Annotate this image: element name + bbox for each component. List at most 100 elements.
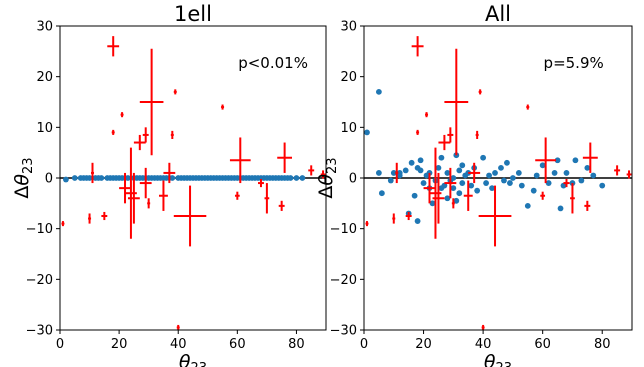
- data-point: [489, 185, 495, 192]
- x-tick-label: 20: [415, 337, 432, 352]
- data-point: [530, 187, 537, 194]
- data-point: [515, 170, 522, 176]
- error-cross: [432, 172, 445, 224]
- data-point: [293, 175, 300, 181]
- error-cross: [173, 89, 177, 95]
- error-cross: [444, 167, 457, 199]
- data-point: [554, 157, 561, 164]
- data-point: [572, 157, 579, 164]
- x-tick-label: 0: [56, 337, 64, 352]
- data-point: [299, 175, 306, 181]
- data-point: [560, 182, 567, 189]
- error-cross: [176, 324, 180, 330]
- error-cross: [563, 179, 570, 188]
- x-tick-label: 20: [111, 337, 128, 352]
- data-point: [63, 176, 69, 183]
- error-cross: [101, 211, 108, 221]
- error-cross: [147, 198, 151, 209]
- data-point: [98, 175, 105, 181]
- data-point: [375, 170, 382, 176]
- y-tick-label: 20: [340, 70, 357, 85]
- data-point: [498, 164, 504, 171]
- chart-title: 1ell: [174, 2, 212, 26]
- y-tick-label: −20: [26, 273, 53, 288]
- error-cross: [159, 180, 168, 211]
- error-cross: [221, 104, 225, 110]
- error-cross: [170, 130, 174, 139]
- error-cross: [127, 172, 140, 224]
- data-point: [459, 180, 466, 186]
- error-cross: [88, 213, 92, 224]
- y-tick-label: 0: [349, 172, 357, 187]
- data-point: [590, 172, 597, 179]
- data-point: [456, 190, 463, 197]
- error-cross: [478, 185, 512, 247]
- x-tick-label: 40: [170, 337, 187, 352]
- error-cross: [61, 221, 65, 227]
- error-cross: [120, 112, 124, 118]
- data-point: [378, 190, 385, 197]
- data-point: [474, 187, 481, 194]
- x-axis-label: θ23: [484, 351, 512, 367]
- error-cross: [438, 134, 451, 151]
- data-point: [507, 180, 513, 186]
- error-cross: [475, 130, 479, 139]
- error-cross: [570, 183, 575, 214]
- error-cross: [173, 185, 207, 247]
- error-cross: [425, 112, 429, 118]
- error-cross: [229, 137, 251, 184]
- data-point: [438, 154, 445, 161]
- error-cross: [429, 147, 442, 239]
- data-point: [551, 170, 558, 176]
- x-tick-label: 80: [288, 337, 305, 352]
- y-tick-label: 30: [36, 20, 53, 35]
- y-tick-label: −30: [330, 324, 357, 339]
- data-point: [387, 177, 394, 184]
- data-point: [375, 88, 382, 95]
- data-point: [402, 167, 409, 174]
- error-cross: [614, 165, 621, 176]
- data-point: [408, 159, 415, 166]
- data-point: [417, 167, 424, 174]
- data-point: [465, 170, 472, 176]
- data-point: [396, 170, 403, 176]
- error-cross: [451, 198, 455, 209]
- data-point: [71, 175, 78, 181]
- error-cross: [444, 48, 469, 156]
- error-cross: [582, 142, 598, 173]
- y-tick-label: −10: [330, 222, 357, 237]
- p-value-annotation: p<0.01%: [238, 54, 308, 72]
- error-cross: [423, 172, 436, 204]
- y-tick-label: 30: [340, 20, 357, 35]
- x-tick-label: 60: [534, 337, 551, 352]
- y-tick-label: −10: [26, 222, 53, 237]
- data-point: [480, 154, 487, 161]
- x-tick-label: 0: [360, 337, 368, 352]
- plot-area: [364, 36, 632, 330]
- data-point: [456, 167, 463, 174]
- error-cross: [405, 211, 412, 221]
- data-point: [524, 202, 531, 209]
- data-point: [390, 170, 397, 176]
- error-cross: [320, 170, 326, 179]
- chart-title: All: [485, 2, 511, 26]
- x-tick-label: 40: [475, 337, 492, 352]
- x-tick-label: 80: [594, 337, 611, 352]
- data-point: [539, 162, 546, 169]
- error-cross: [540, 191, 546, 200]
- error-cross: [107, 36, 120, 57]
- y-tick-label: −30: [26, 324, 53, 339]
- data-point: [364, 129, 370, 136]
- error-cross: [468, 162, 481, 184]
- error-cross: [526, 104, 530, 110]
- data-point: [599, 182, 606, 189]
- data-point: [483, 180, 489, 186]
- error-cross: [463, 180, 473, 211]
- data-point: [468, 182, 475, 189]
- data-point: [420, 180, 427, 186]
- error-cross: [163, 162, 176, 184]
- data-point: [584, 164, 591, 171]
- data-point: [533, 172, 540, 179]
- data-point: [444, 195, 451, 202]
- error-cross: [478, 89, 482, 95]
